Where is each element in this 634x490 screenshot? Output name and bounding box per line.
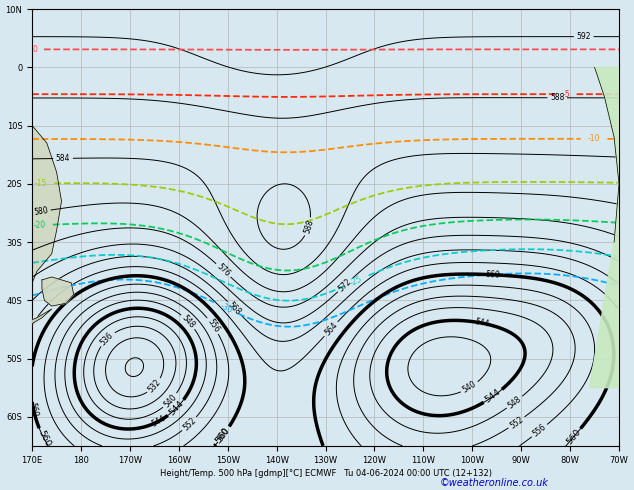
Text: 532: 532 [146, 378, 163, 394]
Text: 560: 560 [564, 428, 583, 447]
Text: -20: -20 [33, 220, 46, 230]
Text: 540: 540 [162, 392, 179, 409]
Text: 540: 540 [461, 380, 478, 395]
Text: 588: 588 [302, 219, 315, 235]
Text: 568: 568 [226, 300, 243, 317]
Text: 560: 560 [216, 426, 232, 443]
Polygon shape [42, 277, 74, 306]
Text: 544: 544 [484, 388, 503, 405]
Text: 544: 544 [150, 414, 167, 429]
Text: -5: -5 [562, 90, 570, 98]
Text: 552: 552 [508, 415, 525, 430]
Text: 548: 548 [506, 394, 523, 410]
Text: -30: -30 [219, 301, 234, 315]
Text: 584: 584 [56, 154, 70, 163]
Text: 560: 560 [27, 401, 39, 417]
Polygon shape [13, 309, 52, 338]
Text: 588: 588 [550, 93, 564, 102]
Text: 564: 564 [323, 320, 339, 338]
Text: -15: -15 [35, 179, 47, 188]
Text: 544: 544 [474, 318, 490, 329]
Text: 560: 560 [485, 270, 500, 280]
Text: 576: 576 [215, 262, 232, 279]
Text: 560: 560 [36, 429, 52, 448]
Text: -10: -10 [588, 134, 600, 144]
Text: 580: 580 [33, 206, 49, 217]
Text: 592: 592 [576, 32, 591, 41]
Polygon shape [32, 125, 61, 446]
Text: 552: 552 [181, 416, 198, 432]
Text: 572: 572 [337, 277, 353, 294]
Text: 556: 556 [205, 317, 221, 334]
Text: 560: 560 [214, 426, 231, 445]
Text: ©weatheronline.co.uk: ©weatheronline.co.uk [440, 478, 549, 488]
Text: 0: 0 [33, 45, 37, 54]
Text: 548: 548 [180, 313, 197, 330]
Text: 556: 556 [531, 422, 548, 439]
Text: 544: 544 [167, 399, 185, 417]
Polygon shape [590, 67, 619, 388]
Text: 536: 536 [99, 330, 115, 347]
Text: -25: -25 [349, 274, 364, 288]
X-axis label: Height/Temp. 500 hPa [gdmp][°C] ECMWF   Tu 04-06-2024 00:00 UTC (12+132): Height/Temp. 500 hPa [gdmp][°C] ECMWF Tu… [160, 469, 491, 478]
